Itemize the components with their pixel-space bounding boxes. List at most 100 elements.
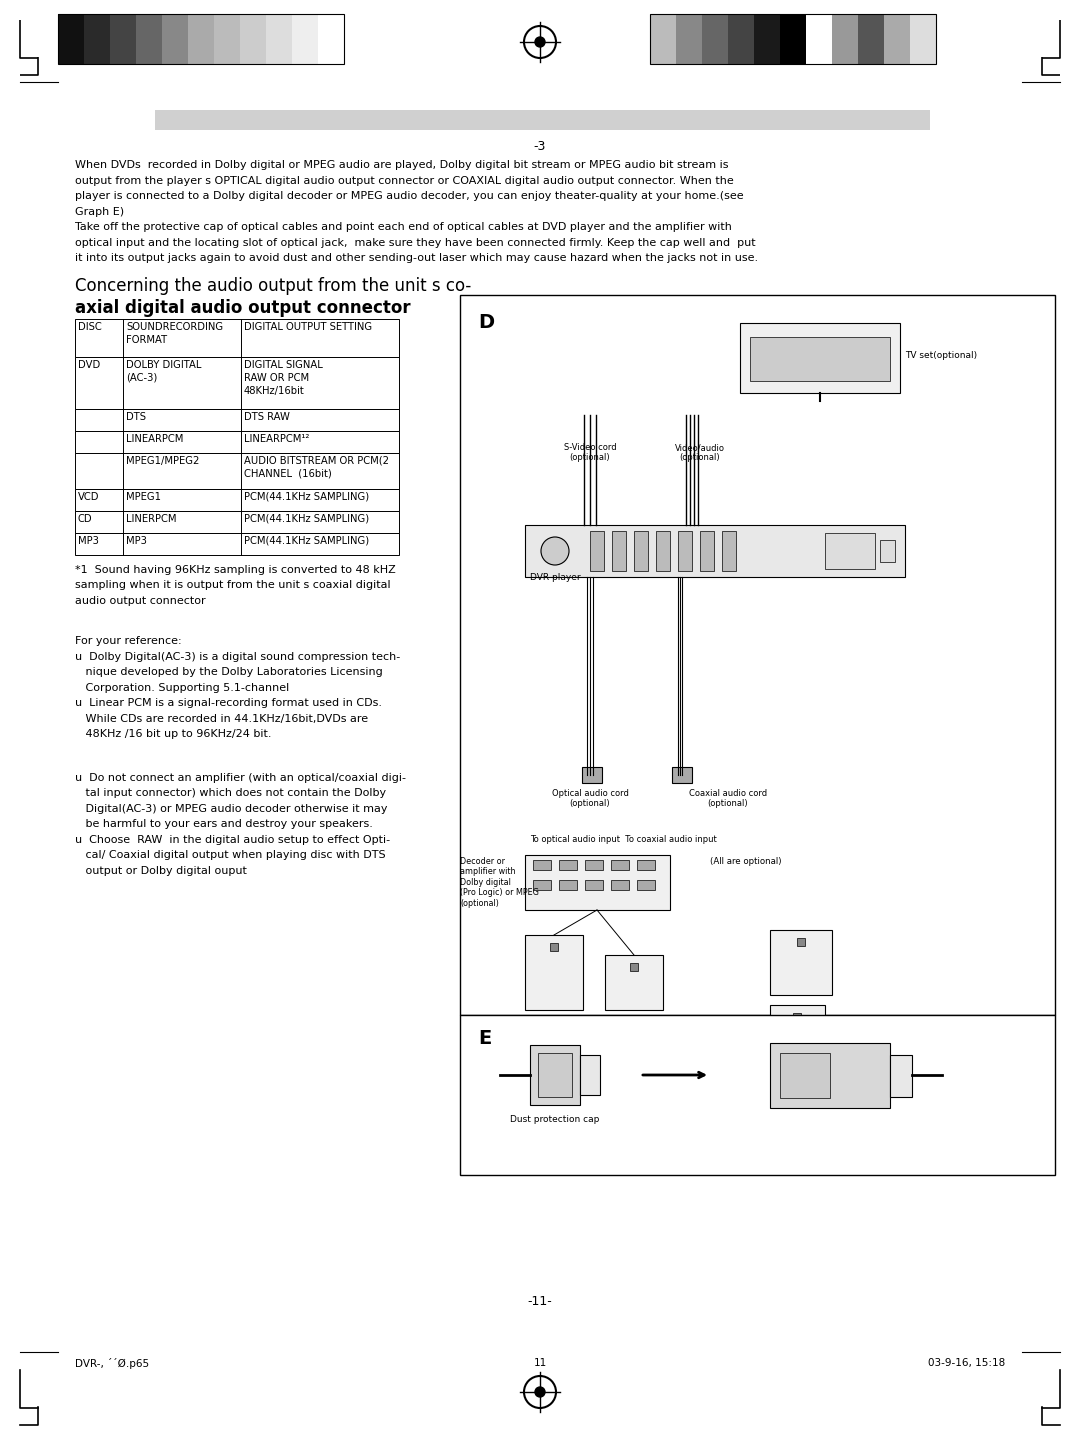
Bar (754, 14, 780, 64)
Bar (538, 1053, 572, 1097)
Bar (585, 880, 603, 890)
Bar (793, 1013, 801, 1020)
Bar (611, 860, 629, 870)
Text: Optical audio cord
(optional): Optical audio cord (optional) (552, 789, 629, 809)
Bar (650, 14, 676, 64)
Text: DIGITAL OUTPUT SETTING: DIGITAL OUTPUT SETTING (244, 322, 373, 332)
Bar (832, 14, 858, 64)
Text: Decoder or
amplifier with
Dolby digital
(Pro Logic) or MPEG
(optional): Decoder or amplifier with Dolby digital … (460, 857, 539, 907)
Text: DVR player: DVR player (530, 573, 581, 582)
Bar (637, 860, 654, 870)
Bar (880, 540, 895, 562)
Text: player is connected to a Dolby digital decoder or MPEG audio decoder, you can en: player is connected to a Dolby digital d… (75, 191, 744, 201)
Text: sampling when it is output from the unit s coaxial digital: sampling when it is output from the unit… (75, 580, 391, 590)
Bar (612, 532, 626, 572)
Text: AUDIO BITSTREAM OR PCM(2: AUDIO BITSTREAM OR PCM(2 (244, 456, 389, 466)
Text: 03-9-16, 15:18: 03-9-16, 15:18 (928, 1358, 1005, 1368)
Text: LINEARPCM: LINEARPCM (126, 433, 184, 443)
Bar (806, 14, 832, 64)
Bar (460, 1015, 1055, 1175)
Text: LINEARPCM¹²: LINEARPCM¹² (244, 433, 309, 443)
Text: FORMAT: FORMAT (126, 334, 167, 344)
Text: u  Choose  RAW  in the digital audio setup to effect Opti-: u Choose RAW in the digital audio setup … (75, 835, 390, 845)
Text: u  Dolby Digital(AC-3) is a digital sound compression tech-: u Dolby Digital(AC-3) is a digital sound… (75, 652, 401, 662)
Text: SOUNDRECORDING: SOUNDRECORDING (126, 322, 224, 332)
Bar (156, 110, 930, 130)
Bar (611, 880, 629, 890)
Text: DOLBY DIGITAL: DOLBY DIGITAL (126, 360, 201, 370)
Bar (885, 14, 910, 64)
Text: u  Do not connect an amplifier (with an optical/coaxial digi-: u Do not connect an amplifier (with an o… (75, 773, 406, 783)
Bar (240, 14, 266, 64)
Bar (656, 532, 670, 572)
Text: PCM(44.1KHz SAMPLING): PCM(44.1KHz SAMPLING) (244, 513, 369, 523)
Text: For your reference:: For your reference: (75, 636, 181, 646)
Text: When DVDs  recorded in Dolby digital or MPEG audio are played, Dolby digital bit: When DVDs recorded in Dolby digital or M… (75, 160, 729, 170)
Bar (188, 14, 214, 64)
Bar (58, 14, 84, 64)
Bar (525, 935, 583, 1010)
Bar (530, 1045, 580, 1105)
Text: S-Video cord
(optional): S-Video cord (optional) (564, 443, 617, 463)
Circle shape (541, 537, 569, 564)
Text: While CDs are recorded in 44.1KHz/16bit,DVDs are: While CDs are recorded in 44.1KHz/16bit,… (75, 713, 368, 723)
Bar (460, 294, 1055, 1015)
Text: -11-: -11- (528, 1295, 552, 1308)
Text: DIGITAL SIGNAL: DIGITAL SIGNAL (244, 360, 323, 370)
Text: Dust protection cap: Dust protection cap (511, 1115, 599, 1125)
Text: Graph E): Graph E) (75, 207, 124, 217)
Bar (634, 532, 648, 572)
Text: audio output connector: audio output connector (75, 596, 205, 606)
Text: DISC: DISC (78, 322, 102, 332)
Bar (75, 356, 399, 409)
Bar (630, 963, 638, 970)
Bar (858, 14, 885, 64)
Bar (75, 319, 399, 356)
Bar (75, 430, 399, 453)
Text: Corporation. Supporting 5.1-channel: Corporation. Supporting 5.1-channel (75, 683, 289, 693)
Bar (825, 533, 875, 569)
Bar (590, 532, 604, 572)
Text: MPEG1: MPEG1 (126, 492, 161, 502)
Bar (910, 14, 936, 64)
Text: -3: -3 (534, 140, 546, 153)
Text: Take off the protective cap of optical cables and point each end of optical cabl: Take off the protective cap of optical c… (75, 221, 732, 231)
Circle shape (535, 1388, 545, 1398)
Bar (605, 955, 663, 1010)
Text: DTS: DTS (126, 412, 146, 422)
Text: it into its output jacks again to avoid dust and other sending-out laser which m: it into its output jacks again to avoid … (75, 253, 758, 263)
Text: CHANNEL  (16bit): CHANNEL (16bit) (244, 469, 332, 479)
Bar (676, 14, 702, 64)
Bar (110, 14, 136, 64)
Text: CD: CD (78, 513, 93, 523)
Bar (214, 14, 240, 64)
Bar (75, 489, 399, 510)
Text: axial digital audio output connector: axial digital audio output connector (75, 299, 410, 316)
Bar (780, 14, 806, 64)
Text: Video/audio
(optional): Video/audio (optional) (675, 443, 725, 463)
Text: RAW OR PCM: RAW OR PCM (244, 373, 309, 383)
Bar (550, 943, 558, 952)
Bar (525, 524, 905, 577)
Text: Digital(AC-3) or MPEG audio decoder otherwise it may: Digital(AC-3) or MPEG audio decoder othe… (75, 803, 388, 813)
Text: MP3: MP3 (126, 536, 147, 546)
Bar (136, 14, 162, 64)
Bar (58, 14, 345, 64)
Bar (534, 860, 551, 870)
Bar (770, 930, 832, 995)
Bar (534, 880, 551, 890)
Bar (650, 14, 936, 64)
Bar (75, 533, 399, 554)
Text: VCD: VCD (78, 492, 99, 502)
Bar (525, 855, 670, 910)
Text: Concerning the audio output from the unit s co-: Concerning the audio output from the uni… (75, 276, 471, 294)
Bar (672, 767, 692, 783)
Text: output or Dolby digital ouput: output or Dolby digital ouput (75, 866, 247, 876)
Bar (585, 860, 603, 870)
Text: 11: 11 (534, 1358, 546, 1368)
Text: u  Linear PCM is a signal-recording format used in CDs.: u Linear PCM is a signal-recording forma… (75, 697, 382, 707)
Bar (75, 409, 399, 430)
Bar (580, 1055, 600, 1095)
Bar (75, 510, 399, 533)
Bar (162, 14, 188, 64)
